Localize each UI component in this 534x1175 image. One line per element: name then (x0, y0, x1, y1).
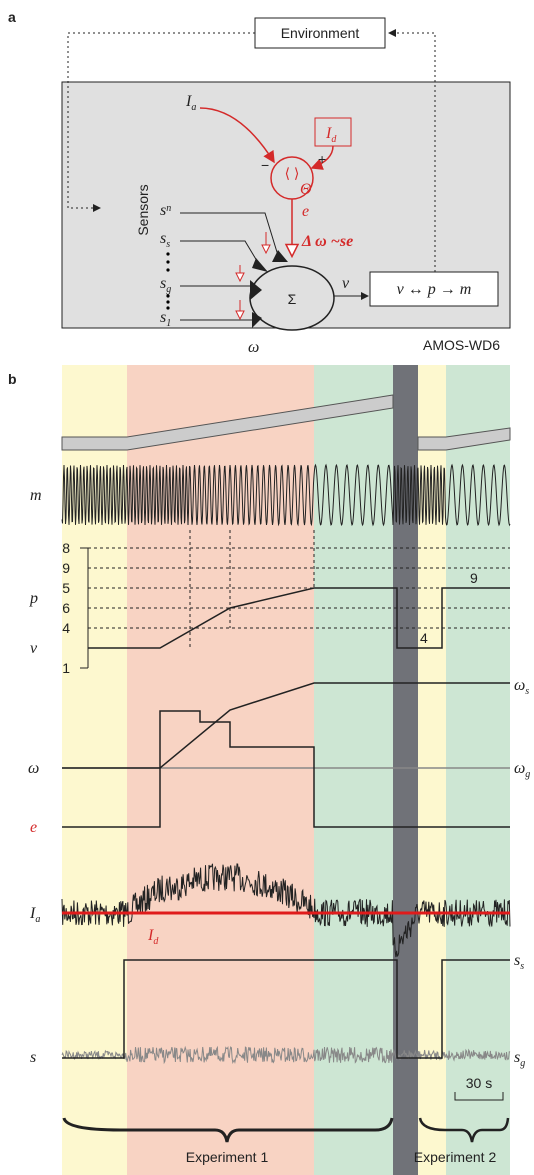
arrow (199, 107, 275, 164)
p-label: 8 (62, 540, 70, 556)
p-label: 1 (62, 660, 70, 676)
right-label: ss (514, 952, 524, 972)
row-label: m (30, 487, 42, 504)
ia-trace (61, 863, 511, 958)
scale-bar (454, 1092, 504, 1101)
p-label: 4 (62, 620, 70, 636)
sensors: Sensors (135, 184, 151, 235)
inline-label: 4 (420, 630, 428, 646)
p-label: 6 (62, 600, 70, 616)
row-label: s (30, 1049, 36, 1066)
p-label: 5 (62, 580, 70, 596)
input-a: Ia (185, 93, 196, 113)
minus: − (261, 157, 269, 173)
phase-bg (446, 365, 510, 1175)
weight: ω (248, 339, 259, 356)
row-label: Ia (29, 905, 40, 925)
motor-trace (61, 463, 511, 527)
row-label: Id (147, 927, 159, 947)
brackets: ⟨ ⟩ (285, 165, 300, 181)
right-label: ωg (514, 760, 530, 780)
slope-bar (61, 394, 511, 451)
row-label: e (30, 819, 37, 836)
phase-bg (314, 365, 393, 1175)
sigma: Σ (288, 291, 297, 307)
sensor-input: sn (160, 202, 171, 219)
brace (62, 1117, 394, 1143)
mapping-box (369, 271, 499, 307)
row-label: ω (28, 760, 39, 777)
sensor-input: ss (160, 230, 170, 250)
dashed-levels (88, 530, 510, 648)
brace (418, 1117, 510, 1143)
arrow (310, 145, 334, 170)
plus: + (318, 151, 326, 167)
robot: AMOS-WD6 (423, 337, 500, 353)
theta: Θ (300, 181, 312, 198)
input-d: Id (325, 125, 337, 145)
sensor-input: sg (160, 275, 171, 295)
experiment-label: Experiment 2 (414, 1149, 497, 1165)
mapping: v ↔ p → m (397, 281, 472, 298)
error: e (302, 203, 309, 220)
environment-box (254, 17, 386, 49)
inline-label: 9 (470, 570, 478, 586)
row-label: p (29, 590, 38, 607)
sg-trace (61, 1045, 511, 1065)
environment: Environment (281, 25, 360, 41)
right-label: ωs (514, 677, 529, 697)
experiment-label: Experiment 1 (186, 1149, 269, 1165)
ss-trace (62, 959, 510, 1059)
row-label: v (30, 640, 38, 657)
sensor-input: s1 (160, 309, 171, 329)
learning-rule: Δ ω ~se (301, 233, 353, 250)
scale-label: 30 s (466, 1075, 492, 1091)
p-label: 9 (62, 560, 70, 576)
panel-label: b (8, 371, 17, 387)
right-label: sg (514, 1049, 525, 1069)
omega-s-trace (62, 682, 510, 769)
panel-label: a (8, 9, 16, 25)
output: v (342, 275, 350, 292)
error-trace (62, 710, 510, 828)
